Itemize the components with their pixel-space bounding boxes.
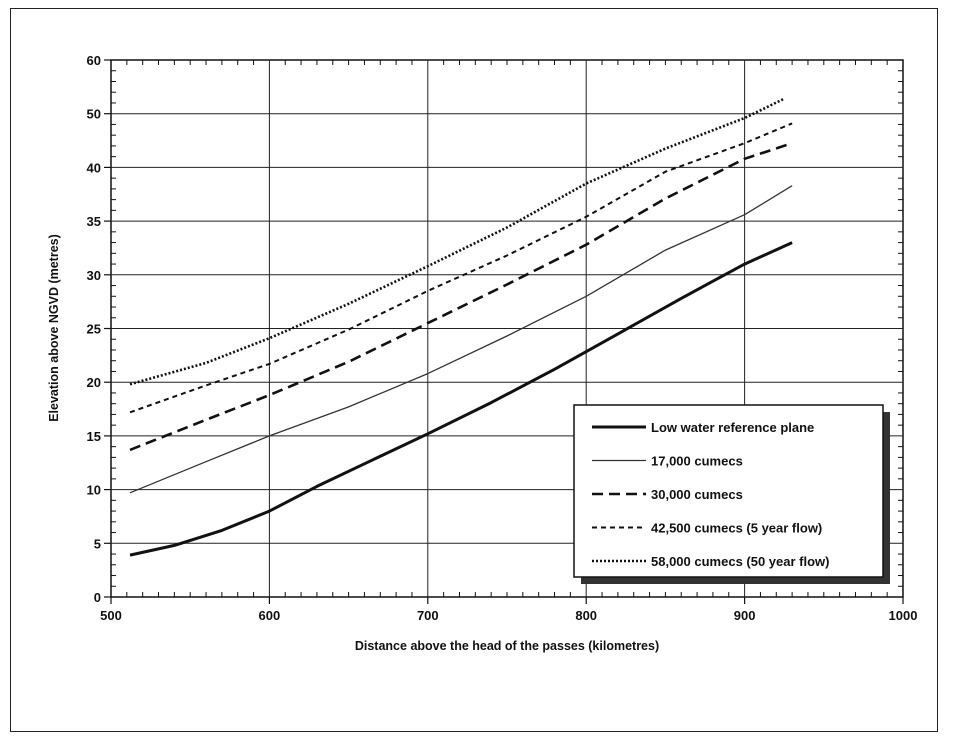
legend-label-5: 58,000 cumecs (50 year flow): [651, 554, 830, 569]
y-tick-label: 20: [87, 375, 101, 390]
legend-label-4: 42,500 cumecs (5 year flow): [651, 521, 822, 536]
x-tick-label: 800: [575, 608, 597, 623]
series-line-1: [129, 241, 793, 557]
y-tick-label: 35: [87, 214, 101, 229]
legend-box: [573, 404, 884, 578]
y-axis-title: Elevation above NGVD (metres): [47, 234, 61, 422]
figure-frame: [10, 8, 938, 732]
series-lines: [129, 97, 793, 557]
y-tick-label: 10: [87, 483, 101, 498]
x-tick-label: 900: [734, 608, 756, 623]
series-line-3: [129, 141, 793, 452]
x-tick-label: 600: [259, 608, 281, 623]
series-line-5: [129, 97, 785, 386]
y-tick-label: 0: [94, 590, 101, 605]
x-axis-title: Distance above the head of the passes (k…: [355, 639, 659, 653]
x-tick-label: 700: [417, 608, 439, 623]
y-tick-label: 5: [94, 536, 101, 551]
y-tick-label: 25: [87, 322, 101, 337]
series-line-2: [129, 185, 793, 494]
y-tick-label: 40: [87, 160, 101, 175]
legend: Low water reference plane 17,000 cumecs 30…: [573, 404, 890, 584]
minor-ticks: [111, 60, 903, 597]
series-line-4: [129, 122, 793, 414]
y-tick-label: 30: [87, 268, 101, 283]
y-tick-label: 15: [87, 429, 101, 444]
x-tick-label: 1000: [889, 608, 918, 623]
x-axis-ticks: 500 600 700 800 900 1000: [100, 597, 917, 623]
y-tick-label: 50: [87, 107, 101, 122]
legend-label-2: 17,000 cumecs: [651, 454, 743, 469]
legend-label-3: 30,000 cumecs: [651, 487, 743, 502]
legend-label-1: Low water reference plane: [651, 420, 814, 435]
y-axis-ticks: 0 5 10 15 20 25 30 35 40 50 60: [87, 53, 111, 605]
x-tick-label: 500: [100, 608, 122, 623]
y-tick-label: 60: [87, 53, 101, 68]
